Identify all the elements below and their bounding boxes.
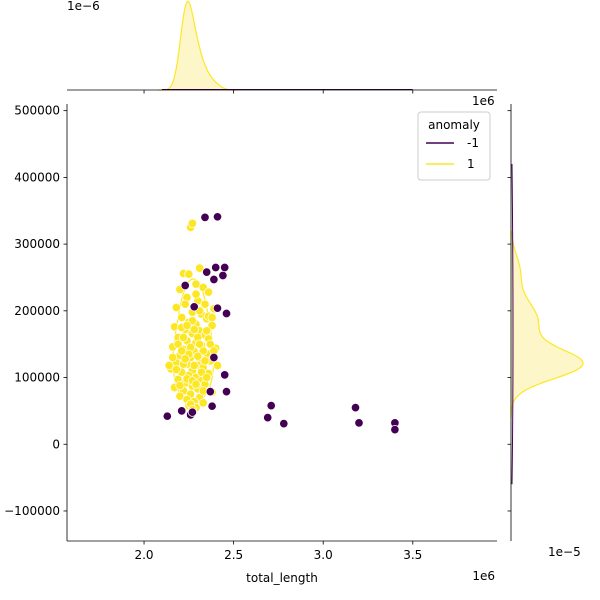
scatter-point-anomaly-neg1 (266, 401, 276, 411)
scatter-point-anomaly-1 (212, 360, 223, 371)
scatter-point-anomaly-1 (191, 289, 201, 299)
right-kde-line-neg (511, 164, 514, 485)
scatter-point-anomaly-1 (180, 354, 190, 364)
scatter-point-anomaly-neg1 (279, 419, 289, 429)
scatter-point-anomaly-1 (203, 287, 214, 297)
scatter-point-anomaly-1 (164, 360, 174, 371)
right-kde-line-pos (510, 230, 584, 418)
legend-title: anomaly (428, 118, 480, 132)
y-tick-label: −100000 (4, 504, 60, 518)
scatter-point-anomaly-neg1 (202, 267, 212, 277)
scatter-point-anomaly-1 (191, 379, 201, 389)
top-marginal-offset-label: 1e−6 (67, 0, 100, 13)
x-tick-label: 2.0 (134, 548, 153, 562)
scatter-point-anomaly-neg1 (390, 425, 400, 435)
scatter-point-anomaly-1 (202, 372, 212, 383)
y-tick-label: 200000 (14, 304, 60, 318)
y-tick-label: 400000 (14, 170, 60, 184)
scatter-point-anomaly-1 (171, 302, 181, 313)
scatter-point-anomaly-neg1 (209, 274, 219, 285)
scatter-point-anomaly-neg1 (212, 212, 223, 222)
scatter-point-anomaly-1 (193, 351, 203, 361)
top-kde-fill (158, 1, 238, 90)
scatter-point-anomaly-neg1 (350, 403, 361, 413)
legend-box (417, 111, 491, 181)
scatter-point-anomaly-neg1 (162, 411, 172, 421)
scatter-point-anomaly-neg1 (177, 406, 187, 416)
scatter-point-anomaly-neg1 (354, 418, 364, 428)
scatter-point-anomaly-1 (189, 324, 199, 335)
scatter-point-anomaly-neg1 (187, 407, 197, 417)
scatter-point-anomaly-neg1 (207, 401, 217, 411)
scatter-point-anomaly-1 (184, 269, 194, 279)
scatter-point-anomaly-1 (200, 356, 210, 366)
scatter-point-anomaly-1 (182, 320, 192, 331)
scatter-point-anomaly-neg1 (221, 387, 232, 397)
x-tick-label: 2.5 (224, 548, 243, 562)
scatter-point-anomaly-1 (200, 299, 210, 309)
scatter-point-anomaly-1 (202, 326, 212, 336)
legend-label: -1 (467, 136, 479, 150)
scatter-point-anomaly-neg1 (263, 413, 273, 423)
scatter-point-anomaly-neg1 (212, 303, 223, 313)
scatter-point-anomaly-1 (180, 299, 190, 309)
scatter-point-anomaly-neg1 (209, 352, 219, 363)
scatter-point-anomaly-1 (207, 312, 217, 323)
scatter-point-anomaly-neg1 (189, 302, 199, 312)
scatter-point-anomaly-1 (168, 352, 178, 363)
y-tick-label: 300000 (14, 237, 60, 251)
scatter-point-anomaly-1 (175, 380, 185, 391)
scatter-point-anomaly-neg1 (211, 262, 221, 273)
scatter-point-anomaly-neg1 (180, 280, 190, 291)
right-marginal-top-offset-label: 1e6 (472, 94, 495, 108)
x-tick-label: 3.0 (314, 548, 333, 562)
y-tick-label: 0 (52, 437, 60, 451)
legend-label: 1 (467, 157, 475, 171)
scatter-point-anomaly-neg1 (218, 270, 228, 281)
right-marginal-offset-label: 1e−5 (548, 545, 581, 559)
scatter-point-anomaly-neg1 (221, 308, 232, 319)
scatter-point-anomaly-1 (195, 263, 205, 273)
scatter-point-anomaly-1 (187, 218, 197, 228)
x-offset-label: 1e6 (472, 569, 495, 583)
y-tick-label: 500000 (14, 104, 60, 118)
scatter-point-anomaly-neg1 (205, 387, 215, 397)
x-axis-label: total_length (246, 571, 318, 585)
scatter-point-anomaly-1 (178, 332, 189, 343)
right-kde-fill (511, 230, 584, 418)
scatter-point-anomaly-1 (177, 312, 187, 323)
scatter-point-anomaly-1 (171, 364, 181, 375)
scatter-point-anomaly-1 (195, 339, 205, 349)
top-kde-line-pos (158, 0, 238, 91)
scatter-point-anomaly-neg1 (220, 262, 230, 273)
x-tick-label: 3.5 (403, 548, 422, 562)
scatter-point-anomaly-neg1 (200, 212, 210, 222)
y-tick-label: 100000 (14, 371, 60, 385)
scatter-point-anomaly-neg1 (220, 370, 230, 380)
scatter-point-anomaly-1 (189, 360, 199, 371)
scatter-point-anomaly-1 (177, 346, 187, 356)
scatter-point-anomaly-1 (198, 398, 208, 408)
